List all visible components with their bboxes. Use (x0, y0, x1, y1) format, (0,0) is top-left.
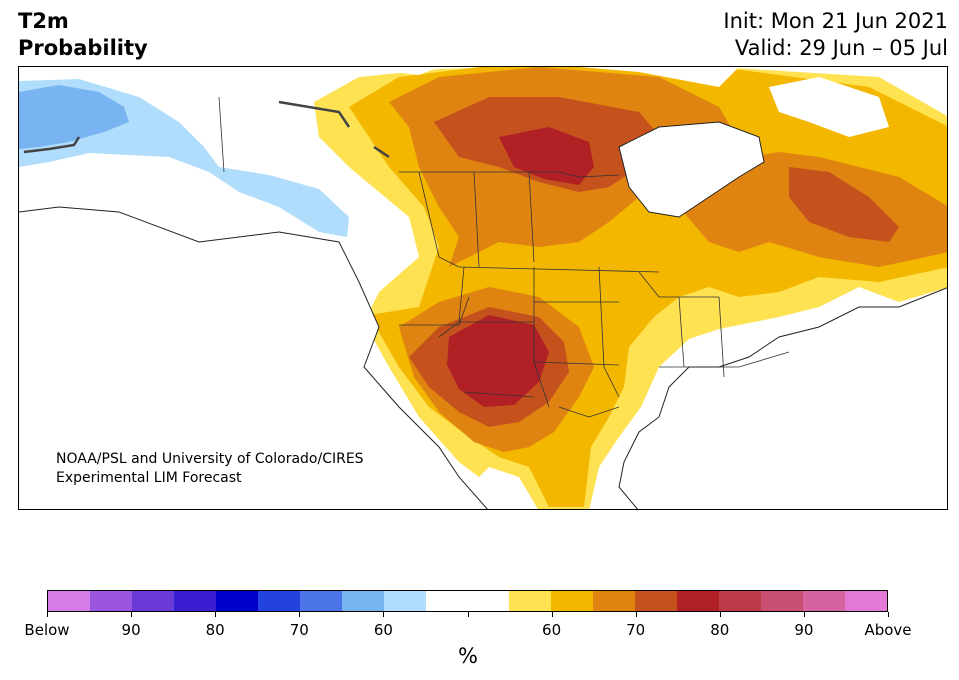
colorbar-tick-label: 60 (542, 621, 562, 639)
product-title: Probability (18, 36, 148, 60)
colorbar-tick (383, 612, 385, 617)
coastline (19, 100, 947, 509)
map-svg (19, 67, 947, 509)
colorbar-segment (593, 591, 636, 611)
credit-line-1: NOAA/PSL and University of Colorado/CIRE… (56, 451, 364, 467)
colorbar-segment (803, 591, 846, 611)
colorbar-tick-label: 70 (626, 621, 646, 639)
colorbar-segment (551, 591, 594, 611)
colorbar-segment (299, 591, 342, 611)
colorbar-segment (215, 591, 258, 611)
colorbar (47, 590, 888, 612)
colorbar-segment (509, 591, 552, 611)
colorbar-tick (215, 612, 217, 617)
colorbar-tick (299, 612, 301, 617)
colorbar-segment (635, 591, 678, 611)
colorbar-tick-label: 70 (289, 621, 309, 639)
colorbar-tick (131, 612, 133, 617)
colorbar-segment (719, 591, 762, 611)
colorbar-segment (257, 591, 300, 611)
alaska-below-60-region (19, 85, 129, 149)
colorbar-tick-label: Below (24, 621, 70, 639)
init-date: Init: Mon 21 Jun 2021 (723, 9, 948, 33)
variable-title: T2m (18, 9, 69, 33)
colorbar-tick (719, 612, 721, 617)
arctic-water (349, 67, 889, 137)
colorbar-tick-label: 60 (373, 621, 393, 639)
warm-90-region (447, 127, 594, 407)
hudson-bay (619, 122, 764, 217)
colorbar-segment (173, 591, 216, 611)
colorbar-tick (635, 612, 637, 617)
colorbar-unit: % (458, 644, 478, 668)
colorbar-tick-label: 90 (794, 621, 814, 639)
political-borders (218, 96, 790, 418)
colorbar-tick-label: 80 (205, 621, 225, 639)
colorbar-segment (467, 591, 510, 611)
colorbar-segment (425, 591, 468, 611)
pacific-ocean (19, 207, 488, 509)
colorbar-segment (131, 591, 174, 611)
valid-date: Valid: 29 Jun – 05 Jul (734, 36, 948, 60)
colorbar-tick (551, 612, 553, 617)
colorbar-segment (341, 591, 384, 611)
date-block: Init: Mon 21 Jun 2021 Valid: 29 Jun – 05… (723, 8, 948, 62)
colorbar-tick-label: Above (864, 621, 912, 639)
colorbar-tick-label: 90 (121, 621, 141, 639)
colorbar-segment (48, 591, 90, 611)
colorbar-segment (845, 591, 888, 611)
colorbar-tick (803, 612, 805, 617)
colorbar-segment (677, 591, 720, 611)
colorbar-tick (467, 612, 469, 617)
colorbar-tick (888, 612, 889, 617)
forecast-map: NOAA/PSL and University of Colorado/CIRE… (18, 66, 948, 510)
colorbar-segment (383, 591, 426, 611)
colorbar-tick (47, 612, 48, 617)
title-block: T2m Probability (18, 8, 148, 62)
colorbar-segment (761, 591, 804, 611)
credit-text: NOAA/PSL and University of Colorado/CIRE… (56, 450, 364, 488)
colorbar-segment (89, 591, 132, 611)
colorbar-tick-label: 80 (710, 621, 730, 639)
atlantic-ocean-and-east-us (619, 287, 947, 509)
credit-line-2: Experimental LIM Forecast (56, 470, 242, 486)
